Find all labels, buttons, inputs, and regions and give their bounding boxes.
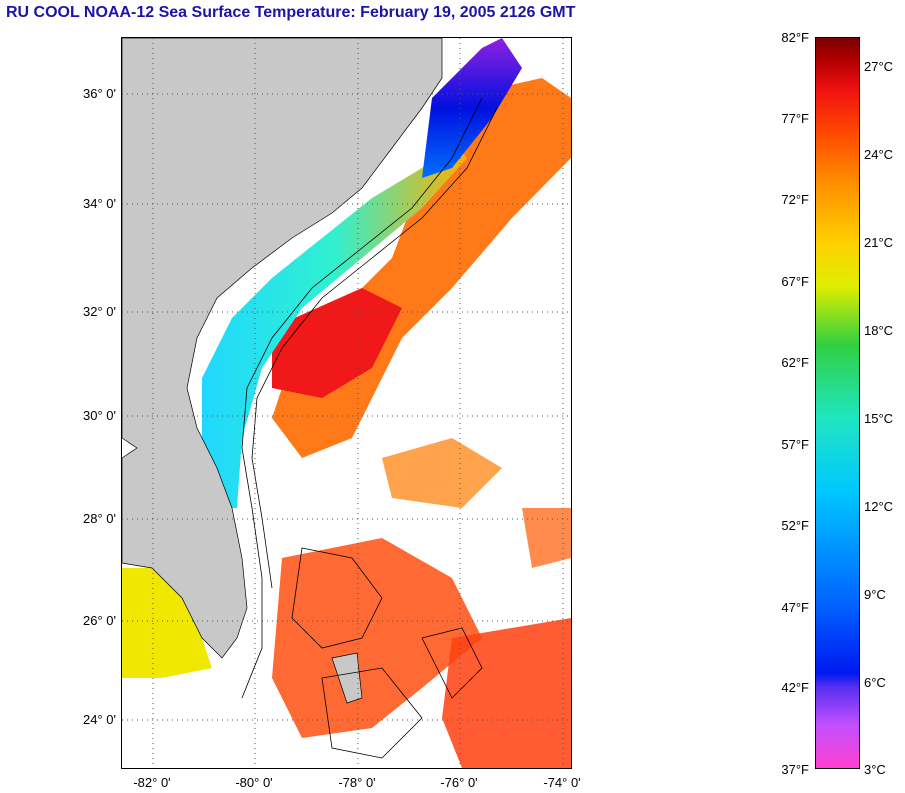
fahrenheit-label: 42°F [781,680,809,695]
lat-label: 28° 0' [83,511,116,526]
celsius-label: 21°C [864,235,894,250]
celsius-label: 12°C [864,499,894,514]
lon-label: -74° 0' [543,775,581,790]
lat-label: 32° 0' [83,304,116,319]
lat-label: 36° 0' [83,86,116,101]
celsius-label: 6°C [864,675,886,690]
celsius-label: 9°C [864,587,886,602]
fahrenheit-label: 72°F [781,192,809,207]
sst-map-canvas [122,38,571,768]
lon-label: -82° 0' [133,775,171,790]
fahrenheit-label: 82°F [781,30,809,45]
celsius-label: 3°C [864,762,886,777]
fahrenheit-label: 67°F [781,274,809,289]
lon-label: -78° 0' [338,775,376,790]
lon-label: -80° 0' [235,775,273,790]
bathymetry-contours [241,97,498,759]
land [122,38,443,704]
lat-label: 24° 0' [83,712,116,727]
gulf-stream-warm-water [272,78,571,768]
celsius-label: 15°C [864,411,894,426]
map-title: RU COOL NOAA-12 Sea Surface Temperature:… [6,4,576,21]
lat-label: 26° 0' [83,613,116,628]
graticule [122,38,571,768]
celsius-label: 18°C [864,323,894,338]
fahrenheit-label: 77°F [781,111,809,126]
temperature-colorbar [815,37,860,769]
fahrenheit-label: 47°F [781,600,809,615]
fahrenheit-label: 57°F [781,437,809,452]
lon-label: -76° 0' [440,775,478,790]
celsius-label: 27°C [864,59,894,74]
fahrenheit-label: 37°F [781,762,809,777]
lat-label: 34° 0' [83,196,116,211]
fahrenheit-label: 52°F [781,518,809,533]
fahrenheit-label: 62°F [781,355,809,370]
sst-map[interactable] [121,37,572,769]
celsius-label: 24°C [864,147,894,162]
lat-label: 30° 0' [83,408,116,423]
